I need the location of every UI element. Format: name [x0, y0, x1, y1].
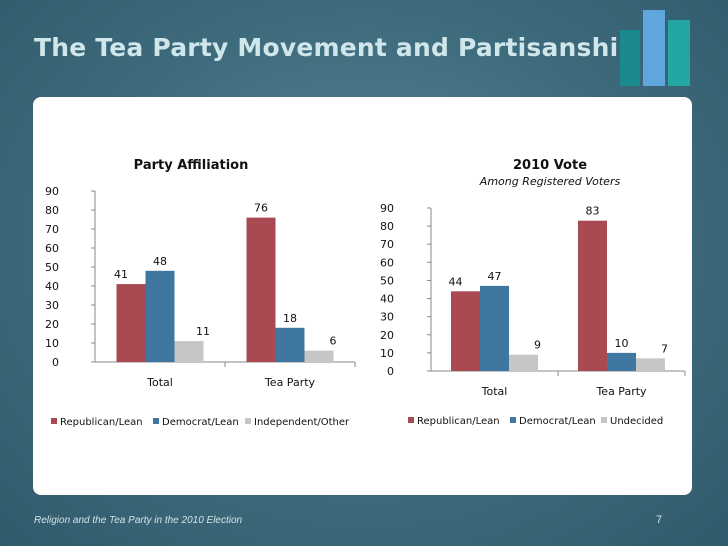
y-tick-label-90: 90: [380, 202, 394, 215]
data-label-democrat-lean-total: 47: [488, 270, 502, 283]
y-tick-label-20: 20: [45, 318, 59, 331]
y-tick-label-20: 20: [380, 329, 394, 342]
bar-undecided-tea-party: [636, 358, 665, 371]
data-label-republican-lean-tea-party: 83: [586, 205, 600, 218]
x-tick-label-total: Total: [481, 385, 508, 398]
bar-democrat-lean-total: [480, 285, 509, 371]
data-label-republican-lean-tea-party: 76: [254, 202, 268, 215]
bar-logo-icon: [620, 10, 690, 86]
y-tick-label-50: 50: [45, 261, 59, 274]
legend-swatch-democrat-lean: [153, 418, 159, 424]
x-tick-label-total: Total: [146, 376, 173, 389]
y-tick-label-60: 60: [45, 242, 59, 255]
data-label-undecided-tea-party: 7: [661, 342, 668, 355]
legend-swatch-independent-other: [245, 418, 251, 424]
y-tick-label-70: 70: [45, 223, 59, 236]
legend-swatch-republican-lean: [408, 417, 414, 423]
y-tick-label-10: 10: [380, 347, 394, 360]
logo-bar-dark-teal: [620, 30, 640, 86]
bar-republican-lean-total: [451, 291, 480, 371]
footer-source: Religion and the Tea Party in the 2010 E…: [34, 515, 243, 526]
chart-title: 2010 Vote: [513, 158, 587, 173]
data-label-independent-other-tea-party: 6: [330, 335, 337, 348]
y-tick-label-70: 70: [380, 238, 394, 251]
chart-title: Party Affiliation: [134, 158, 249, 173]
logo-bar-light-blue: [643, 10, 665, 86]
data-label-democrat-lean-tea-party: 10: [615, 337, 629, 350]
bar-democrat-lean-tea-party: [275, 327, 305, 362]
x-tick-label-tea-party: Tea Party: [264, 376, 316, 389]
bar-republican-lean-tea-party: [578, 220, 607, 371]
logo-bar-teal: [668, 20, 690, 86]
page-number: 7: [656, 514, 663, 526]
y-tick-label-50: 50: [380, 274, 394, 287]
data-label-independent-other-total: 11: [196, 325, 210, 338]
vote-2010-chart: 2010 Vote Among Registered Voters 0 10 20 30 4…: [380, 158, 686, 427]
y-tick-label-80: 80: [45, 204, 59, 217]
bar-republican-lean-total: [116, 284, 146, 362]
y-tick-label-90: 90: [45, 185, 59, 198]
y-tick-label-10: 10: [45, 337, 59, 350]
legend-label-independent-other: Independent/Other: [254, 417, 350, 428]
x-tick-label-tea-party: Tea Party: [595, 385, 647, 398]
y-tick-label-40: 40: [380, 293, 394, 306]
bar-republican-lean-tea-party: [246, 217, 276, 362]
data-label-undecided-total: 9: [534, 339, 541, 352]
y-tick-label-60: 60: [380, 256, 394, 269]
chart-panel: Party Affiliation 0 10 20 30 40 50 60 70 80 90 41 48…: [33, 97, 692, 495]
bar-independent-other-total: [174, 341, 204, 362]
bar-independent-other-tea-party: [304, 350, 334, 362]
bar-democrat-lean-total: [145, 270, 175, 362]
y-tick-label-30: 30: [380, 311, 394, 324]
legend-swatch-republican-lean: [51, 418, 57, 424]
y-tick-label-80: 80: [380, 220, 394, 233]
y-tick-label-40: 40: [45, 280, 59, 293]
bar-democrat-lean-tea-party: [607, 352, 636, 371]
legend-swatch-democrat-lean: [510, 417, 516, 423]
legend-label-republican-lean: Republican/Lean: [417, 416, 500, 427]
legend-label-undecided: Undecided: [610, 416, 663, 427]
data-label-democrat-lean-tea-party: 18: [283, 312, 297, 325]
data-label-republican-lean-total: 41: [114, 268, 128, 281]
legend-swatch-undecided: [601, 417, 607, 423]
y-tick-label-30: 30: [45, 299, 59, 312]
legend-label-republican-lean: Republican/Lean: [60, 417, 143, 428]
chart-subtitle: Among Registered Voters: [479, 175, 621, 188]
data-label-democrat-lean-total: 48: [153, 255, 167, 268]
legend-label-democrat-lean: Democrat/Lean: [519, 416, 596, 427]
slide-title: The Tea Party Movement and Partisanship: [34, 33, 637, 62]
party-affiliation-chart: Party Affiliation 0 10 20 30 40 50 60 70 80 90 41 48…: [45, 158, 356, 428]
y-tick-label-0: 0: [387, 365, 394, 378]
legend-label-democrat-lean: Democrat/Lean: [162, 417, 239, 428]
y-tick-label-0: 0: [52, 356, 59, 369]
data-label-republican-lean-total: 44: [449, 275, 463, 288]
bar-undecided-total: [509, 354, 538, 371]
